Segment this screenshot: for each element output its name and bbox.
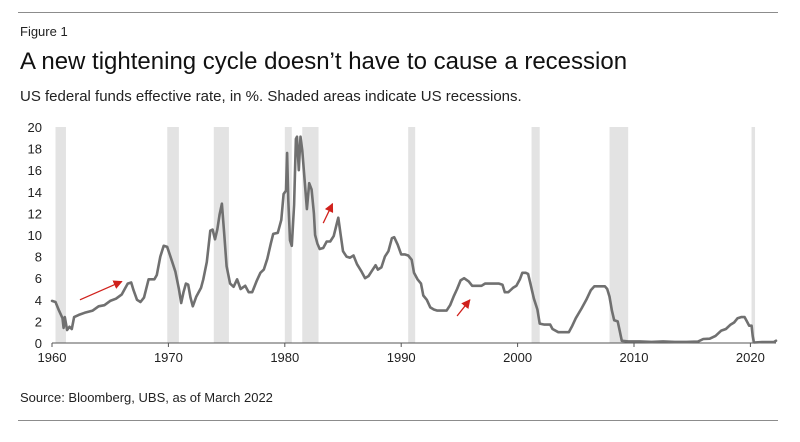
recession-band: [55, 127, 66, 343]
y-tick-label: 4: [35, 293, 42, 308]
top-rule: [18, 12, 778, 13]
recession-band: [609, 127, 629, 343]
red-arrow-annotation: [456, 299, 471, 317]
red-arrow-annotation: [322, 202, 334, 224]
x-tick-label: 2000: [503, 350, 532, 365]
recession-band: [531, 127, 540, 343]
recession-band: [213, 127, 229, 343]
y-tick-label: 8: [35, 250, 42, 265]
y-tick-label: 20: [28, 120, 42, 135]
y-tick-label: 2: [35, 314, 42, 329]
x-tick-label: 1960: [38, 350, 67, 365]
series-lines: [50, 135, 778, 344]
x-tick-label: 1970: [154, 350, 183, 365]
recession-band: [302, 127, 319, 343]
y-tick-label: 14: [28, 185, 42, 200]
chart-title: A new tightening cycle doesn’t have to c…: [20, 48, 628, 75]
annotations: [79, 202, 471, 317]
y-tick-label: 18: [28, 142, 42, 157]
recession-band: [751, 127, 756, 343]
x-tick-label: 2020: [736, 350, 765, 365]
figure-label: Figure 1: [20, 24, 68, 39]
source-note: Source: Bloomberg, UBS, as of March 2022: [20, 390, 273, 405]
fed-funds-line: [50, 135, 778, 344]
recession-band: [167, 127, 179, 343]
y-tick-label: 16: [28, 163, 42, 178]
recession-band: [284, 127, 292, 343]
recession-bands: [55, 127, 756, 343]
x-tick-label: 1990: [387, 350, 416, 365]
chart-subtitle: US federal funds effective rate, in %. S…: [20, 88, 522, 105]
axes: 0 2 4 6 8 10 12 14 16 18 20 1960 1970 1980 1990 2000 201…: [28, 120, 776, 365]
x-tick-label: 1980: [270, 350, 299, 365]
red-arrow-annotation: [79, 280, 123, 301]
y-tick-label: 10: [28, 228, 42, 243]
y-tick-label: 6: [35, 271, 42, 286]
bottom-rule: [18, 420, 778, 421]
y-tick-label: 0: [35, 336, 42, 351]
y-tick-label: 12: [28, 206, 42, 221]
recession-band: [408, 127, 416, 343]
x-tick-label: 2010: [620, 350, 649, 365]
